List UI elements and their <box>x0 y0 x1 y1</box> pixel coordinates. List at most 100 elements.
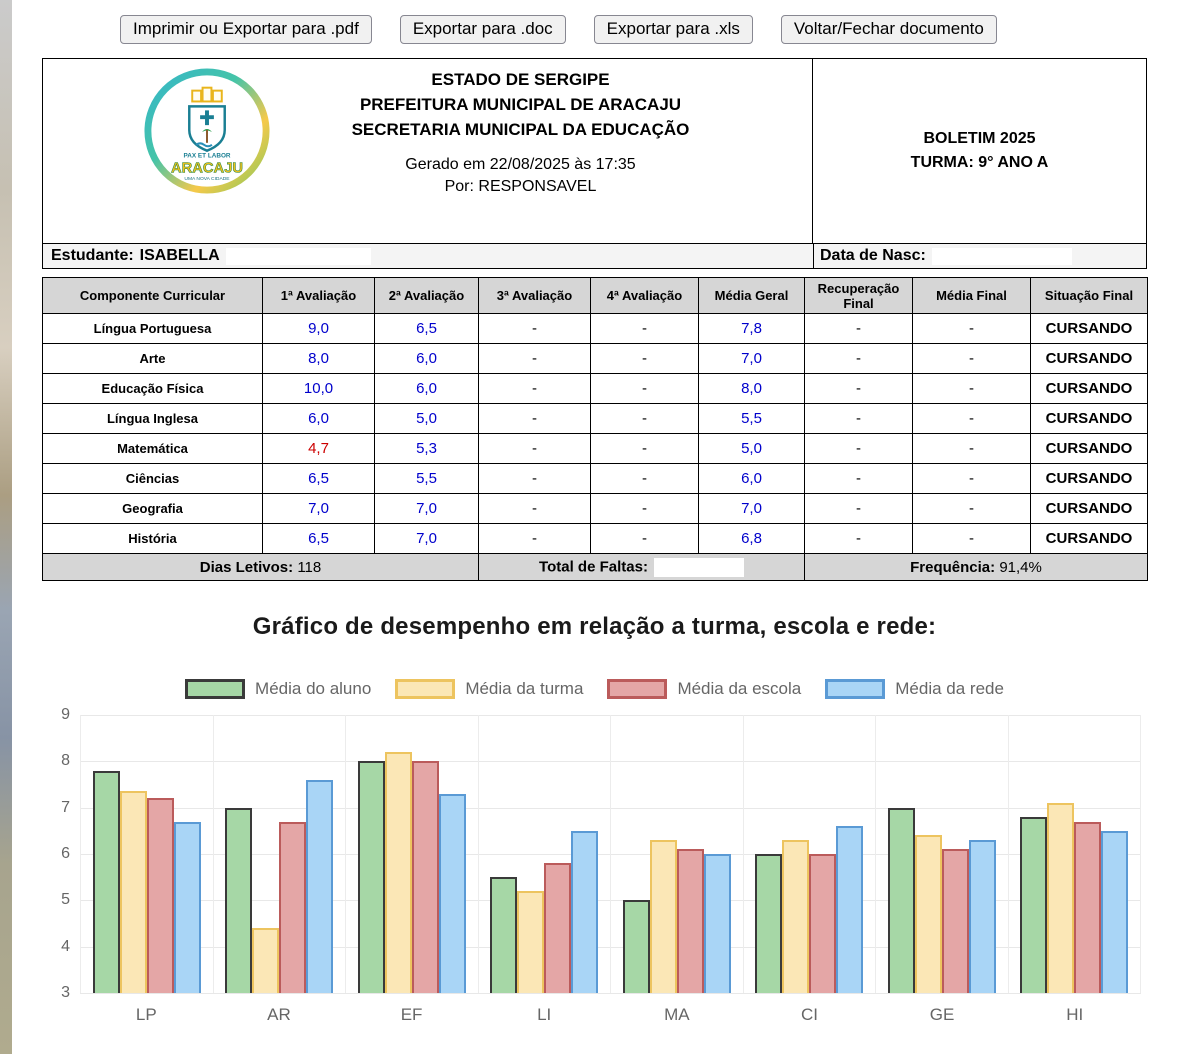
x-axis-tick-label: GE <box>929 1005 955 1024</box>
status-cell: CURSANDO <box>1030 523 1148 554</box>
bar <box>384 752 412 993</box>
subject-cell: Geografia <box>42 493 263 524</box>
chart-legend: Média do aluno Média da turma Média da esc… <box>42 679 1147 699</box>
grade-cell: 7,0 <box>374 523 479 554</box>
student-name: ISABELLA <box>139 247 220 264</box>
grade-cell: - <box>912 493 1031 524</box>
legend-item[interactable]: Média da turma <box>395 679 583 699</box>
grade-cell: - <box>912 463 1031 494</box>
y-axis-tick-label: 6 <box>61 845 70 862</box>
bar-group-ef <box>345 715 478 993</box>
bar <box>1047 803 1075 993</box>
bar <box>306 779 334 993</box>
subject-cell: Ciências <box>42 463 263 494</box>
status-cell: CURSANDO <box>1030 343 1148 374</box>
grade-cell: - <box>912 433 1031 464</box>
bar-group-ar <box>212 715 346 993</box>
bar <box>887 807 915 993</box>
grade-row: Arte 8,0 6,0- -7,0- - CURSANDO <box>42 343 1148 374</box>
absences-label: Total de Faltas: <box>539 557 648 575</box>
grade-cell: - <box>590 343 699 374</box>
coat-of-arms-icon: PAX ET LABOR ARACAJU UMA NOVA CIDADE <box>144 68 270 194</box>
grade-cell: 7,0 <box>698 343 805 374</box>
column-header: 2ª Avaliação <box>374 277 479 314</box>
grade-cell: - <box>478 523 591 554</box>
school-days-cell: Dias Letivos: 118 <box>42 553 479 581</box>
student-name-cell: Estudante: ISABELLA <box>43 244 813 268</box>
grades-table: Componente Curricular 1ª Avaliação 2ª Aval… <box>42 277 1148 581</box>
bar <box>649 840 677 993</box>
bar <box>1020 816 1048 993</box>
grade-cell: 10,0 <box>262 373 375 404</box>
column-header: Situação Final <box>1030 277 1148 314</box>
redacted-absences <box>653 557 744 577</box>
grade-cell: 7,0 <box>262 493 375 524</box>
logo-city-name: ARACAJU <box>171 160 243 176</box>
legend-swatch-icon <box>395 679 456 699</box>
grade-cell: - <box>590 403 699 434</box>
status-cell: CURSANDO <box>1030 313 1148 344</box>
grade-cell: - <box>912 343 1031 374</box>
x-axis-tick-label: LI <box>537 1005 552 1024</box>
frequency-cell: Frequência: 91,4% <box>804 553 1148 581</box>
close-document-button[interactable]: Voltar/Fechar documento <box>780 15 997 44</box>
column-header: Componente Curricular <box>42 277 263 314</box>
grade-cell: 7,0 <box>698 493 805 524</box>
grade-cell: - <box>478 433 591 464</box>
bar <box>914 835 942 993</box>
subject-cell: Língua Inglesa <box>42 403 263 434</box>
grade-row: Geografia 7,0 7,0- -7,0- - CURSANDO <box>42 493 1148 524</box>
school-days-label: Dias Letivos: <box>199 558 294 576</box>
grade-cell: 5,3 <box>374 433 479 464</box>
frequency-label: Frequência: <box>910 558 996 576</box>
bar <box>941 849 969 993</box>
grade-cell: - <box>478 313 591 344</box>
export-pdf-button[interactable]: Imprimir ou Exportar para .pdf <box>120 15 372 44</box>
legend-item[interactable]: Média da rede <box>825 679 1004 699</box>
legend-label: Média da rede <box>895 679 1004 698</box>
birthdate-label: Data de Nasc: <box>820 247 926 264</box>
subject-cell: História <box>42 523 263 554</box>
gridline <box>80 993 1141 994</box>
bar <box>1101 830 1129 993</box>
toolbar: Imprimir ou Exportar para .pdf Exportar p… <box>12 0 1180 58</box>
export-xls-button[interactable]: Exportar para .xls <box>593 15 753 44</box>
birthdate-cell: Data de Nasc: <box>813 244 1146 268</box>
state-title: ESTADO DE SERGIPE <box>431 70 610 89</box>
grade-cell: - <box>478 463 591 494</box>
summary-row: Dias Letivos: 118 Total de Faltas: Frequ… <box>42 553 1148 581</box>
export-doc-button[interactable]: Exportar para .doc <box>399 15 566 44</box>
legend-item[interactable]: Média do aluno <box>185 679 371 699</box>
bar <box>92 770 120 993</box>
grade-cell: - <box>590 523 699 554</box>
bar <box>252 928 280 993</box>
frequency-value: 91,4% <box>999 558 1042 576</box>
generated-by: Por: RESPONSAVEL <box>444 178 597 195</box>
status-cell: CURSANDO <box>1030 493 1148 524</box>
grade-row: História 6,5 7,0- -6,8- - CURSANDO <box>42 523 1148 554</box>
grade-row: Língua Inglesa 6,0 5,0- -5,5- - CURSANDO <box>42 403 1148 434</box>
chart-area: 3 4 5 6 7 8 9 <box>61 706 1141 1001</box>
grade-cell: - <box>590 493 699 524</box>
x-axis-tick-label: HI <box>1066 1005 1084 1024</box>
bar <box>279 821 307 993</box>
bar <box>119 791 147 993</box>
bar-group-li <box>477 715 611 993</box>
grade-cell: 5,0 <box>374 403 479 434</box>
y-axis-tick-label: 3 <box>61 984 70 1001</box>
grade-cell: - <box>590 463 699 494</box>
grade-cell: - <box>590 313 699 344</box>
bar-group-ma <box>610 715 743 993</box>
grade-cell: - <box>590 433 699 464</box>
header-titles: ESTADO DE SERGIPE PREFEITURA MUNICIPAL D… <box>229 59 812 243</box>
bar <box>357 761 385 993</box>
absences-cell: Total de Faltas: <box>478 553 805 581</box>
bar <box>225 807 253 993</box>
secretary-title: SECRETARIA MUNICIPAL DA EDUCAÇÃO <box>351 120 690 139</box>
grade-cell: - <box>912 523 1031 554</box>
legend-item[interactable]: Média da escola <box>607 679 801 699</box>
x-axis-tick-label: LP <box>135 1005 157 1024</box>
y-axis-tick-label: 9 <box>61 706 70 723</box>
bar <box>173 821 201 993</box>
grade-cell: 6,5 <box>374 313 479 344</box>
